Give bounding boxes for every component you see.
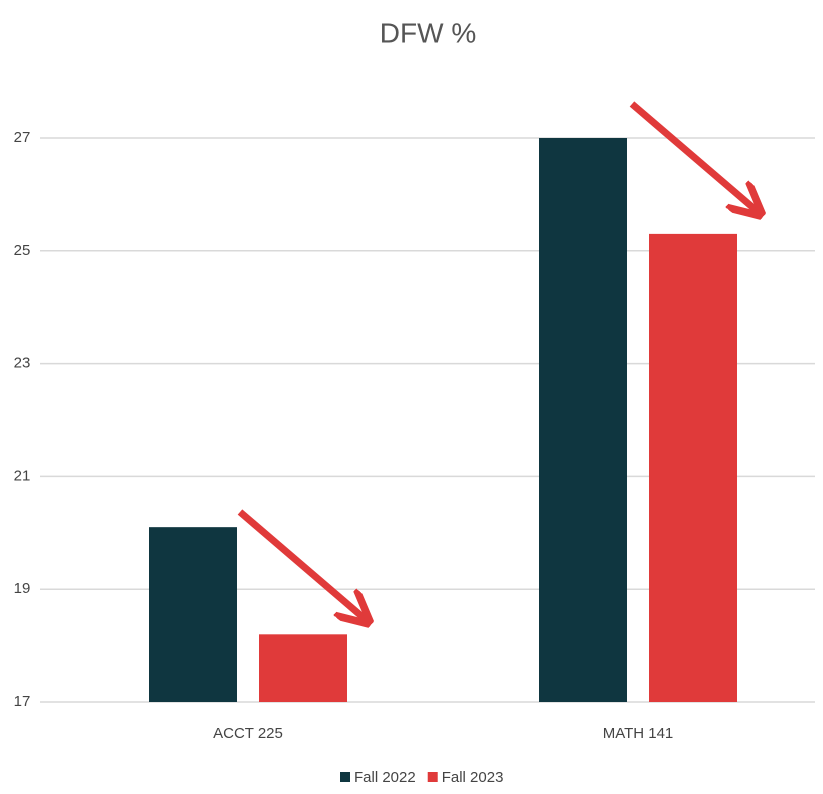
y-tick-label: 17: [14, 693, 31, 710]
legend-label: Fall 2023: [442, 769, 504, 786]
arrow: [629, 101, 758, 212]
bar: [649, 233, 737, 702]
y-tick-label: 19: [14, 580, 31, 597]
legend-swatch: [340, 772, 350, 782]
y-tick-label: 21: [14, 467, 31, 484]
x-tick-label: MATH 141: [603, 725, 674, 742]
legend-label: Fall 2022: [354, 769, 416, 786]
y-tick-label: 23: [14, 355, 31, 372]
bar: [259, 634, 347, 702]
y-tick-label: 25: [14, 242, 31, 259]
x-tick-label: ACCT 225: [213, 725, 283, 742]
legend-swatch: [427, 772, 438, 782]
bar: [539, 138, 627, 702]
y-tick-label: 27: [14, 129, 31, 146]
arrow: [237, 509, 366, 620]
bar: [149, 527, 237, 702]
chart-title: DFW %: [380, 17, 476, 48]
